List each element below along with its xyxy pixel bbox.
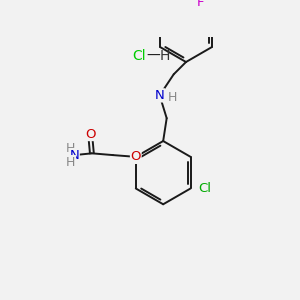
Text: H: H (160, 49, 170, 63)
Text: Cl: Cl (198, 182, 211, 195)
Text: N: N (155, 89, 164, 102)
Text: Cl: Cl (133, 49, 146, 63)
Text: O: O (85, 128, 95, 140)
Text: H: H (66, 142, 76, 155)
Text: H: H (167, 91, 177, 103)
Text: H: H (66, 156, 76, 169)
Text: F: F (196, 0, 204, 9)
Text: O: O (130, 150, 141, 163)
Text: N: N (69, 148, 79, 162)
Text: —: — (147, 49, 160, 63)
